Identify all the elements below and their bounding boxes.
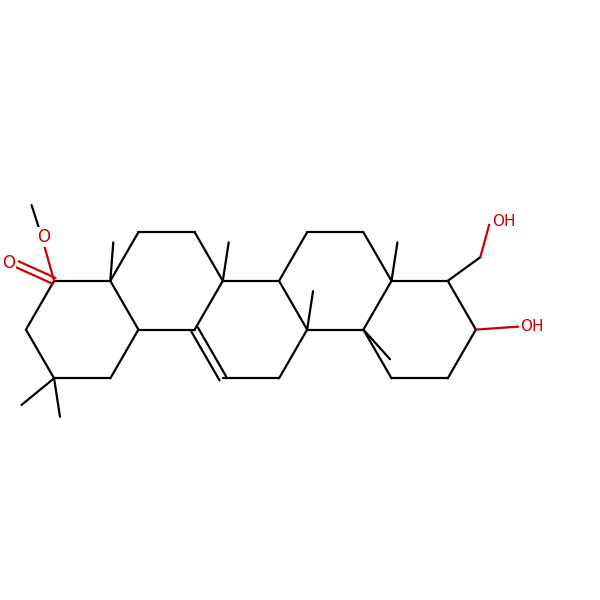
Text: OH: OH: [492, 214, 516, 229]
Text: O: O: [38, 228, 50, 246]
Text: OH: OH: [520, 319, 543, 334]
Text: O: O: [2, 254, 15, 272]
